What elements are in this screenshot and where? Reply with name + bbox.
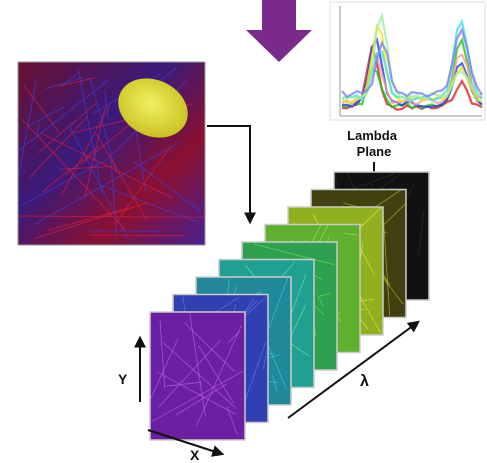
fiber [18,215,205,218]
fiber [98,184,198,223]
y-axis-label: Y [118,371,128,387]
fiber [44,76,85,90]
down-arrow [246,0,312,62]
fiber [29,116,88,178]
panel-texture [189,313,206,417]
fiber [47,206,134,231]
fiber [17,78,111,152]
connector-arrow [207,125,256,225]
panel-texture [253,243,335,266]
panel-texture [263,349,268,370]
fiber [84,107,106,198]
lambda-panel [149,311,246,441]
x-axis-label: X [190,447,200,463]
panel-texture [184,322,235,372]
spectrum-line [341,26,483,99]
fiber [57,77,96,88]
nucleus [118,78,188,138]
fiber [132,160,202,212]
microscopy-image [17,61,206,246]
fiber [95,131,148,221]
fiber [77,67,103,195]
panel-face [149,311,246,441]
fiber [40,132,173,199]
panel-texture [272,375,278,391]
lambda-axis-label: λ [360,373,369,390]
fiber [65,145,100,175]
fiber [18,78,38,176]
panel-texture [156,371,237,415]
panel-texture [175,383,228,416]
panel-texture [198,345,234,404]
fiber [20,162,102,207]
panel-texture [159,320,166,389]
label-line2: Plane [357,144,392,159]
panel-texture [317,295,324,307]
fiber [23,84,61,134]
panel-texture [158,339,221,408]
fiber [110,159,118,235]
lambda-axis-arrow [287,320,420,419]
x-axis-arrow [147,429,225,457]
panel-texture [417,210,425,258]
spectrum-line [341,11,483,101]
spectrum-inset [329,1,486,121]
fiber [33,142,180,225]
panel-texture [150,338,179,400]
fiber [42,168,70,193]
panel-texture [382,216,391,316]
fiber [114,145,172,226]
label-line1: Lambda [347,128,398,143]
panel-texture [163,381,202,387]
panel-texture [163,342,237,409]
fiber [27,106,65,127]
fiber [21,118,125,230]
fiber [36,121,40,138]
fiber [33,201,150,240]
panel-texture [151,370,244,422]
panel-texture [265,339,288,390]
lambda-stack [149,171,430,441]
panel-texture [320,293,330,297]
panel-texture [226,406,238,435]
panel-texture [343,232,358,236]
panel-texture [195,325,242,427]
fiber [104,90,109,119]
